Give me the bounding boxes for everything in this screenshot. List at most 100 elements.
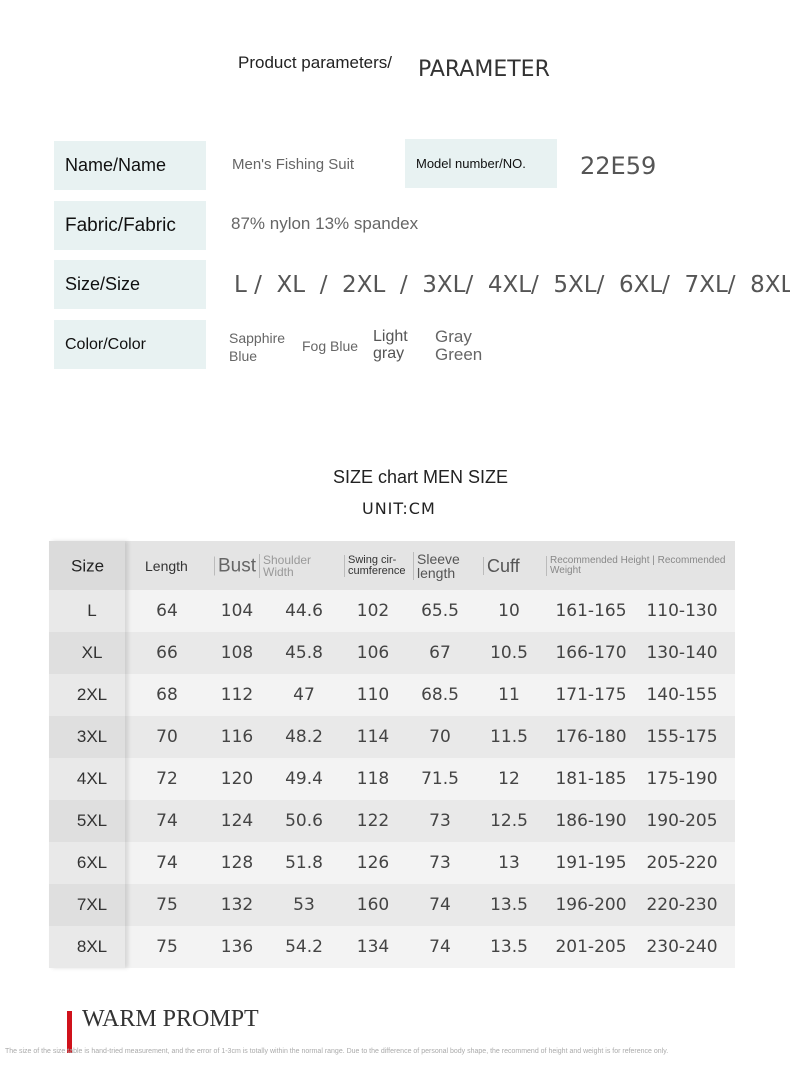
row-bg xyxy=(49,632,735,674)
cell: 47 xyxy=(293,685,315,705)
column-header: Recommended Height | Recommended Weight xyxy=(546,555,740,576)
cell: 13.5 xyxy=(490,895,528,915)
cell: 2XL xyxy=(76,685,108,704)
row-bg xyxy=(49,758,735,800)
cell: 124 xyxy=(220,811,254,831)
cell: 4XL xyxy=(76,769,108,788)
cell: 196-200 xyxy=(555,895,627,915)
color-value: Light gray xyxy=(373,328,408,362)
cell: 201-205 xyxy=(555,937,627,957)
cell: 6XL xyxy=(76,853,108,872)
cell: 3XL xyxy=(76,727,108,746)
cell: 140-155 xyxy=(646,685,718,705)
cell: 64 xyxy=(156,601,178,621)
row-bg xyxy=(49,590,735,632)
cell: 74 xyxy=(156,853,178,873)
column-header: Length xyxy=(145,557,188,574)
cell: 205-220 xyxy=(646,853,718,873)
cell: 134 xyxy=(356,937,390,957)
cell: 13.5 xyxy=(490,937,528,957)
color-value: Sapphire Blue xyxy=(229,330,286,364)
cell: 13 xyxy=(498,853,520,873)
unit: UNIT:CM xyxy=(362,499,436,518)
cell: 75 xyxy=(156,895,178,915)
column-header: Shoulder Width xyxy=(259,553,333,578)
cell: L xyxy=(87,601,97,620)
cell: 166-170 xyxy=(555,643,627,663)
cell: 73 xyxy=(429,811,451,831)
param-value: 22E59 xyxy=(580,152,657,180)
column-header: Size xyxy=(71,556,105,575)
prompt-text: The size of the size table is hand-tried… xyxy=(5,1048,669,1055)
column-header: Bust xyxy=(214,556,288,575)
cell: 5XL xyxy=(76,811,108,830)
cell: 220-230 xyxy=(646,895,718,915)
cell: XL xyxy=(81,643,103,662)
cell: 70 xyxy=(429,727,451,747)
cell: 70 xyxy=(156,727,178,747)
cell: 190-205 xyxy=(646,811,718,831)
size-col xyxy=(49,541,125,968)
cell: 136 xyxy=(220,937,254,957)
cell: 45.8 xyxy=(285,643,323,663)
cell: 10 xyxy=(498,601,520,621)
cell: 102 xyxy=(356,601,390,621)
param-value: 87% nylon 13% spandex xyxy=(231,214,419,233)
param-label: Model number/NO. xyxy=(405,139,557,188)
cell: 74 xyxy=(156,811,178,831)
cell: 161-165 xyxy=(555,601,627,621)
row-bg xyxy=(49,884,735,926)
cell: 104 xyxy=(220,601,254,621)
cell: 12.5 xyxy=(490,811,528,831)
cell: 110-130 xyxy=(646,601,718,621)
cell: 53 xyxy=(293,895,315,915)
cell: 48.2 xyxy=(285,727,323,747)
cell: 7XL xyxy=(76,895,108,914)
cell: 66 xyxy=(156,643,178,663)
param-label: Fabric/Fabric xyxy=(54,201,206,250)
param-value: L / XL / 2XL / 3XL/ 4XL/ 5XL/ 6XL/ 7XL/ … xyxy=(234,272,790,298)
cell: 112 xyxy=(220,685,254,705)
param-label: Size/Size xyxy=(54,260,206,309)
cell: 8XL xyxy=(76,937,108,956)
cell: 171-175 xyxy=(555,685,627,705)
param-value: Men's Fishing Suit xyxy=(232,156,355,173)
prompt-title: WARM PROMPT xyxy=(82,1006,259,1032)
cell: 50.6 xyxy=(285,811,323,831)
cell: 71.5 xyxy=(421,769,459,789)
cell: 230-240 xyxy=(646,937,718,957)
column-header: Sleeve length xyxy=(413,551,487,580)
cell: 11.5 xyxy=(490,727,528,747)
cell: 126 xyxy=(356,853,390,873)
row-bg xyxy=(49,800,735,842)
cell: 122 xyxy=(356,811,390,831)
cell: 10.5 xyxy=(490,643,528,663)
cell: 132 xyxy=(220,895,254,915)
cell: 44.6 xyxy=(285,601,323,621)
cell: 130-140 xyxy=(646,643,718,663)
cell: 186-190 xyxy=(555,811,627,831)
color-value: Fog Blue xyxy=(302,338,359,354)
row-bg xyxy=(49,842,735,884)
cell: 74 xyxy=(429,895,451,915)
cell: 116 xyxy=(220,727,254,747)
cell: 54.2 xyxy=(285,937,323,957)
cell: 75 xyxy=(156,937,178,957)
header-bg xyxy=(49,541,735,590)
size-table: Size Length Bust Shoulder Width Swing cir-cu… xyxy=(49,541,735,968)
cell: 65.5 xyxy=(421,601,459,621)
title: Product parameters/ xyxy=(238,53,393,72)
cell: 68.5 xyxy=(421,685,459,705)
cell: 155-175 xyxy=(646,727,718,747)
cell: 51.8 xyxy=(285,853,323,873)
row-bg xyxy=(49,926,735,968)
cell: 74 xyxy=(429,937,451,957)
row-bg xyxy=(49,674,735,716)
column-header: Cuff xyxy=(483,556,557,575)
color-value: Gray Green xyxy=(435,327,483,364)
param-label: Name/Name xyxy=(54,141,206,190)
row-bg xyxy=(49,716,735,758)
cell: 68 xyxy=(156,685,178,705)
cell: 106 xyxy=(356,643,390,663)
cell: 128 xyxy=(220,853,254,873)
